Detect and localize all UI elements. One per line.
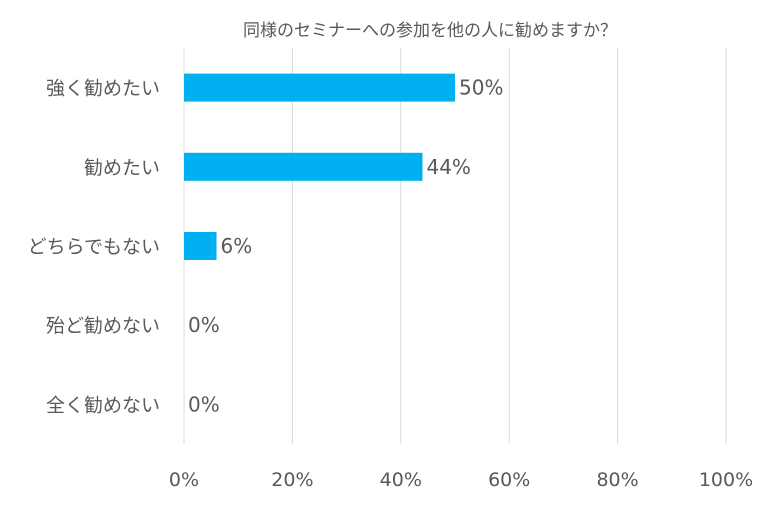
category-label: どちらでもない bbox=[28, 236, 160, 258]
x-tick-label: 100% bbox=[699, 469, 753, 491]
category-label: 勧めたい bbox=[84, 157, 160, 179]
x-tick-label: 80% bbox=[596, 469, 638, 491]
category-label: 強く勧めたい bbox=[46, 78, 160, 100]
bar bbox=[184, 232, 217, 260]
data-label: 6% bbox=[221, 234, 253, 258]
bar bbox=[184, 73, 455, 102]
bar bbox=[184, 152, 423, 181]
data-label: 0% bbox=[188, 313, 220, 337]
category-label: 全く勧めない bbox=[46, 394, 160, 416]
data-label: 50% bbox=[459, 76, 503, 100]
gridlines bbox=[183, 48, 727, 444]
data-label: 0% bbox=[188, 392, 220, 416]
x-tick-label: 0% bbox=[169, 469, 199, 491]
bars bbox=[184, 73, 455, 260]
x-tick-label: 40% bbox=[380, 469, 422, 491]
category-label: 殆ど勧めない bbox=[46, 315, 160, 337]
data-label: 44% bbox=[426, 155, 470, 179]
chart-title: 同様のセミナーへの参加を他の人に勧めますか？ bbox=[243, 21, 617, 41]
x-tick-label: 60% bbox=[488, 469, 530, 491]
x-tick-label: 20% bbox=[271, 469, 313, 491]
x-axis-tick-labels: 0% 20% 40% 60% 80% 100% bbox=[169, 469, 753, 491]
data-labels: 50% 44% 6% 0% 0% bbox=[188, 76, 503, 417]
